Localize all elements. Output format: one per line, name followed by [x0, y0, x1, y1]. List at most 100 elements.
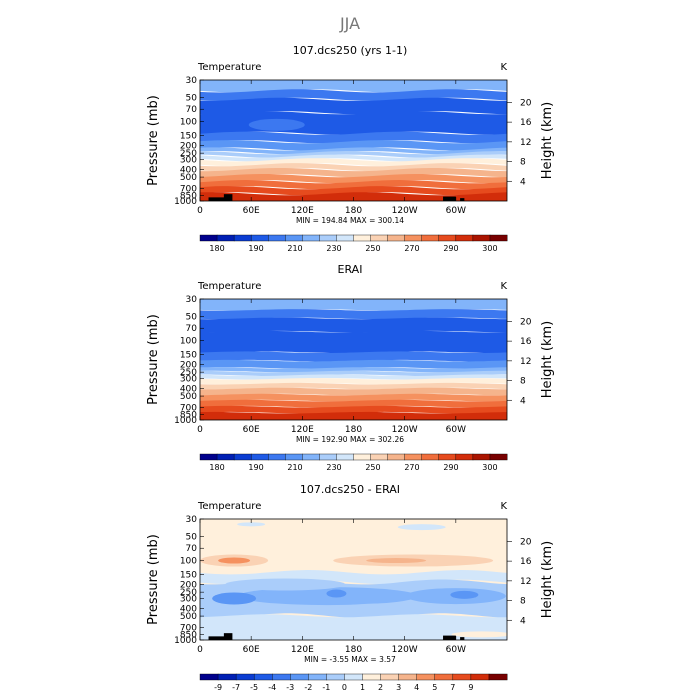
height-tick-label: 12: [520, 577, 531, 587]
colorbar-swatch: [380, 673, 400, 681]
colorbar-label: 7: [450, 683, 455, 692]
pressure-tick-label: 1000: [174, 636, 197, 646]
colorbar-swatch: [199, 673, 219, 681]
colorbar-swatch: [398, 673, 418, 681]
colorbar-swatch: [455, 453, 474, 461]
colorbar-swatch: [216, 234, 235, 242]
topography: [460, 637, 465, 640]
colorbar-swatch: [370, 234, 389, 242]
contour-band: [200, 147, 507, 155]
colorbar-swatch: [353, 453, 371, 461]
colorbar-label: 5: [432, 683, 437, 692]
min-max-label: MIN = 192.90 MAX = 302.26: [296, 435, 404, 444]
colorbar-swatch: [199, 453, 218, 461]
colorbar-swatch: [455, 234, 474, 242]
contour-feature: [212, 592, 257, 605]
y-axis-label-right: Height (km): [540, 321, 555, 398]
height-tick-label: 16: [520, 557, 532, 567]
colorbar-label: 3: [396, 683, 401, 692]
colorbar-label: 1: [360, 683, 365, 692]
contour-band: [200, 317, 507, 333]
contour-band: [200, 180, 507, 190]
pressure-tick-label: 500: [180, 612, 197, 622]
pressure-tick-label: 300: [180, 374, 197, 384]
height-tick-label: 20: [520, 537, 532, 547]
colorbar-label: 4: [414, 683, 419, 692]
height-tick-label: 8: [520, 597, 526, 607]
pressure-tick-label: 850: [180, 191, 197, 201]
colorbar-label: 9: [468, 683, 473, 692]
colorbar-swatch: [362, 673, 381, 681]
contour-band: [200, 382, 507, 390]
contour-field: [200, 519, 507, 640]
contour-feature: [451, 631, 507, 638]
x-tick-label: 120W: [392, 645, 418, 655]
colorbar-swatch: [421, 453, 440, 461]
topography: [460, 198, 465, 201]
colorbar-label: 180: [209, 463, 224, 472]
height-tick-label: 16: [520, 337, 532, 347]
colorbar-label: -3: [286, 683, 294, 692]
contour-band: [200, 387, 507, 396]
colorbar-swatch: [302, 453, 320, 461]
colorbar-label: 290: [443, 463, 458, 472]
colorbar-swatch: [268, 234, 286, 242]
pressure-tick-label: 400: [180, 604, 197, 614]
colorbar-swatch: [290, 673, 309, 681]
contour-band: [200, 370, 507, 376]
pressure-tick-label: 700: [180, 185, 197, 195]
pressure-tick-label: 400: [180, 165, 197, 175]
y-axis-label: Pressure (mb): [146, 314, 161, 405]
colorbar-label: -5: [250, 683, 258, 692]
colorbar-label: 190: [248, 244, 263, 253]
pressure-tick-label: 100: [180, 118, 197, 128]
topography: [443, 635, 456, 640]
colorbar-swatch: [434, 673, 454, 681]
contour-band: [200, 411, 507, 420]
x-tick-label: 0: [197, 206, 203, 216]
y-axis-label-right: Height (km): [540, 102, 555, 179]
contour-band: [200, 97, 507, 115]
colorbar-swatch: [344, 673, 363, 681]
colorbar-swatch: [250, 234, 269, 242]
colorbar-swatch: [421, 234, 440, 242]
contour-band: [200, 614, 507, 640]
contour-feature: [366, 558, 427, 564]
pressure-tick-label: 70: [186, 544, 198, 554]
contour-feature: [237, 587, 418, 606]
contour-feature: [237, 522, 266, 527]
units-label: K: [500, 501, 507, 512]
pressure-tick-label: 50: [186, 94, 198, 104]
colorbar-swatch: [336, 453, 354, 461]
panel-title: ERAI: [338, 263, 363, 276]
pressure-tick-label: 50: [186, 533, 198, 543]
pressure-tick-label: 100: [180, 557, 197, 567]
x-tick-label: 60E: [243, 206, 260, 216]
pressure-tick-label: 70: [186, 324, 198, 334]
colorbar-label: 270: [404, 244, 419, 253]
colorbar-label: -1: [322, 683, 330, 692]
contour-band: [200, 405, 507, 414]
colorbar-swatch: [438, 234, 457, 242]
colorbar-swatch: [326, 673, 345, 681]
contour-band: [200, 151, 507, 158]
colorbar-swatch: [470, 673, 490, 681]
panels: 107.dcs250 (yrs 1-1)Temperature K30507010…: [146, 44, 555, 692]
colorbar-swatch: [268, 453, 286, 461]
pressure-tick-label: 150: [180, 132, 197, 142]
pressure-tick-label: 300: [180, 594, 197, 604]
contour-band: [200, 174, 507, 184]
colorbar-swatch: [319, 234, 337, 242]
pressure-tick-label: 30: [186, 295, 198, 305]
contour-band: [200, 330, 507, 353]
x-tick-label: 0: [197, 645, 203, 655]
colorbar-label: 300: [482, 244, 497, 253]
colorbar-swatch: [250, 453, 269, 461]
y-axis-label-right: Height (km): [540, 541, 555, 618]
colorbar-swatch: [217, 673, 237, 681]
contour-band: [200, 192, 507, 201]
contour-feature: [218, 557, 251, 564]
contour-band: [200, 351, 507, 362]
colorbar-swatch: [253, 673, 273, 681]
